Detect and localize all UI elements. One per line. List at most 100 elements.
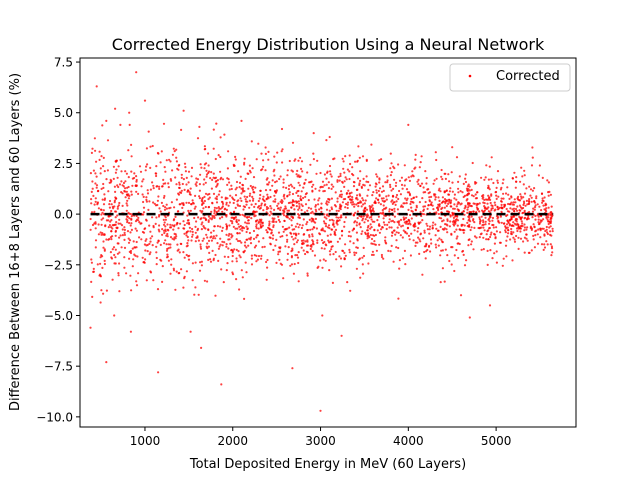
data-point: [487, 198, 490, 201]
data-point: [421, 273, 424, 276]
data-point: [235, 257, 238, 260]
data-point: [207, 206, 210, 209]
data-point: [171, 153, 174, 156]
data-point: [429, 250, 432, 253]
data-point: [343, 220, 346, 224]
data-point: [154, 204, 158, 207]
data-point: [511, 203, 514, 206]
data-point: [194, 261, 197, 264]
data-point: [314, 208, 317, 211]
data-point: [138, 221, 141, 224]
data-point: [545, 216, 548, 219]
data-point: [358, 257, 362, 260]
data-point: [412, 239, 415, 242]
data-point: [328, 164, 332, 168]
data-point: [142, 211, 146, 214]
data-point: [459, 294, 463, 297]
data-point: [165, 249, 169, 252]
data-point: [221, 226, 224, 229]
data-point: [123, 226, 126, 229]
data-point: [294, 254, 297, 257]
data-point: [352, 185, 356, 188]
data-point: [128, 239, 132, 242]
data-point: [109, 251, 112, 254]
data-point: [213, 206, 216, 209]
data-point: [216, 242, 219, 245]
data-point: [448, 259, 451, 263]
data-point: [102, 156, 105, 159]
data-point: [247, 187, 250, 190]
data-point: [259, 206, 262, 210]
data-point: [369, 223, 372, 226]
data-point: [493, 242, 496, 245]
data-point: [189, 230, 192, 233]
data-point: [397, 221, 400, 224]
data-point: [194, 231, 197, 234]
data-point: [309, 228, 312, 231]
data-point: [266, 266, 269, 269]
data-point: [254, 210, 257, 213]
data-point: [300, 203, 303, 206]
data-point: [463, 207, 466, 210]
data-point: [472, 195, 475, 198]
data-point: [532, 223, 535, 226]
data-point: [135, 180, 138, 183]
data-point: [459, 203, 462, 206]
data-point: [410, 197, 413, 201]
data-point: [497, 195, 500, 198]
data-point: [245, 271, 248, 274]
data-point: [435, 177, 438, 180]
data-point: [267, 207, 270, 210]
data-point: [173, 225, 176, 228]
data-point: [293, 262, 296, 266]
data-point: [221, 244, 224, 247]
data-point: [513, 240, 517, 243]
data-point: [306, 171, 309, 174]
data-point: [176, 222, 179, 225]
data-point: [99, 262, 102, 265]
data-point: [167, 186, 170, 189]
data-point: [473, 221, 476, 224]
data-point: [340, 195, 343, 199]
data-point: [278, 250, 282, 253]
data-point: [515, 176, 518, 179]
data-point: [103, 193, 106, 196]
data-point: [496, 208, 500, 211]
data-point: [288, 159, 291, 163]
data-point: [483, 178, 486, 181]
data-point: [542, 199, 545, 203]
y-tick-label: −7.5: [44, 360, 73, 374]
data-point: [394, 203, 397, 206]
data-point: [523, 202, 526, 205]
data-point: [246, 195, 249, 199]
data-point: [323, 189, 326, 193]
data-point: [146, 192, 150, 195]
data-point: [219, 155, 222, 159]
data-point: [217, 209, 220, 212]
data-point: [102, 233, 105, 236]
data-point: [344, 176, 347, 179]
data-point: [193, 207, 196, 210]
data-point: [231, 216, 234, 219]
data-point: [176, 243, 179, 246]
data-point: [371, 242, 374, 245]
data-point: [426, 188, 429, 191]
data-point: [214, 253, 217, 257]
data-point: [338, 195, 341, 198]
data-point: [252, 176, 256, 179]
data-point: [453, 254, 456, 257]
data-point: [89, 326, 92, 329]
data-point: [253, 205, 256, 208]
data-point: [520, 197, 523, 200]
data-point: [318, 232, 321, 235]
data-point: [451, 190, 454, 193]
data-point: [232, 201, 235, 205]
data-point: [528, 251, 531, 254]
data-point: [245, 238, 248, 241]
data-point: [433, 193, 436, 196]
data-point: [440, 175, 443, 178]
data-point: [108, 206, 111, 209]
data-point: [215, 210, 218, 213]
data-point: [212, 172, 215, 175]
data-point: [360, 205, 363, 208]
